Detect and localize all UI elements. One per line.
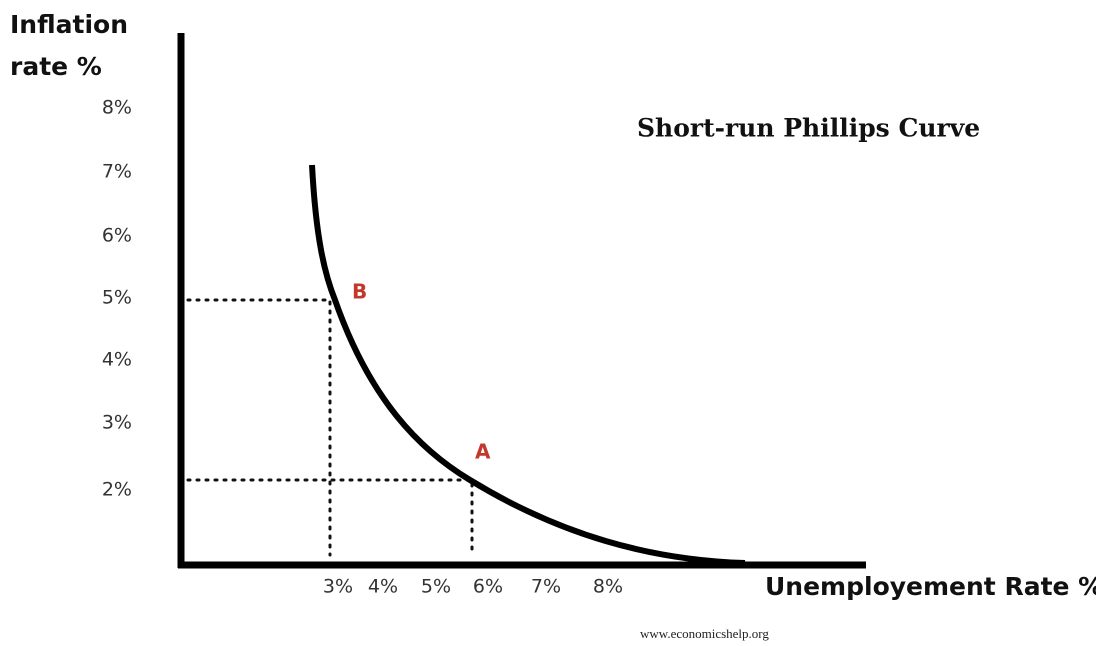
x-ticks: 3% 4% 5% 6% 7% 8% xyxy=(323,576,623,598)
x-tick-label: 8% xyxy=(593,576,623,598)
guide-line xyxy=(186,298,332,557)
phillips-curve xyxy=(309,164,746,566)
x-axis-label: Unemployement Rate % xyxy=(765,572,1096,601)
x-tick-label: 5% xyxy=(421,576,451,598)
guide-line xyxy=(186,478,474,557)
y-tick-label: 3% xyxy=(102,412,132,434)
x-tick-label: 4% xyxy=(368,576,398,598)
point-label: B xyxy=(352,280,367,304)
y-tick-label: 4% xyxy=(102,349,132,371)
y-tick-label: 2% xyxy=(102,479,132,501)
title: Short-run Phillips Curve xyxy=(637,114,980,143)
x-tick-label: 3% xyxy=(323,576,353,598)
x-tick-label: 7% xyxy=(531,576,561,598)
y-axis-label: Inflation xyxy=(10,10,128,39)
point-label: A xyxy=(475,440,491,464)
y-tick-label: 8% xyxy=(102,97,132,119)
y-ticks: 8% 7% 6% 5% 4% 3% 2% xyxy=(102,97,132,501)
y-tick-label: 7% xyxy=(102,161,132,183)
source: www.economicshelp.org xyxy=(640,626,769,641)
y-tick-label: 5% xyxy=(102,287,132,309)
y-tick-label: 6% xyxy=(102,225,132,247)
y-axis-label: rate % xyxy=(10,52,102,81)
x-tick-label: 6% xyxy=(473,576,503,598)
